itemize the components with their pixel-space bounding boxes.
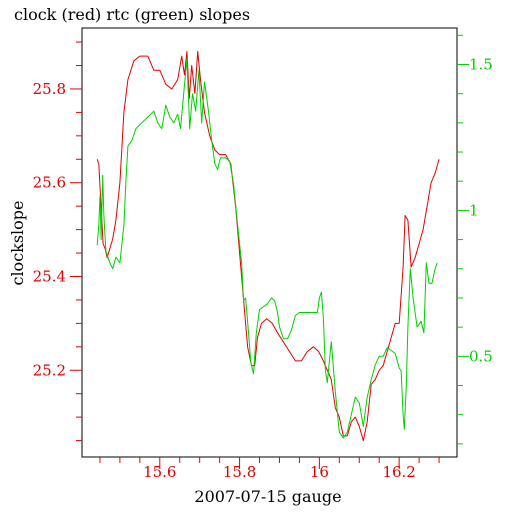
y-left-tick-label: 25.2 bbox=[33, 361, 66, 379]
axis-tick-labels: 15.6 15.8 16 16.2 25.2 25.4 25.6 25.8 0.5 1 1.5 bbox=[33, 55, 493, 481]
plot-frame bbox=[81, 27, 458, 458]
y-right-tick-label: 1.5 bbox=[469, 55, 493, 73]
axis-ticks bbox=[70, 34, 469, 469]
y-right-tick-label: 1 bbox=[469, 201, 479, 219]
x-axis-label: 2007-07-15 gauge bbox=[194, 487, 341, 506]
clock-series-line bbox=[96, 50, 440, 442]
y-axis-label: clockslope bbox=[8, 200, 27, 285]
y-left-tick-label: 25.6 bbox=[33, 174, 66, 192]
y-right-tick-label: 0.5 bbox=[469, 347, 493, 365]
y-left-tick-label: 25.4 bbox=[33, 267, 66, 285]
x-tick-label: 15.8 bbox=[223, 463, 256, 481]
x-tick-label: 16 bbox=[310, 463, 329, 481]
y-left-tick-label: 25.8 bbox=[33, 80, 66, 98]
x-tick-label: 15.6 bbox=[143, 463, 176, 481]
x-tick-label: 16.2 bbox=[382, 463, 415, 481]
rtc-series-line bbox=[96, 58, 438, 439]
chart-title: clock (red) rtc (green) slopes bbox=[14, 5, 250, 24]
series-lines bbox=[96, 50, 440, 442]
